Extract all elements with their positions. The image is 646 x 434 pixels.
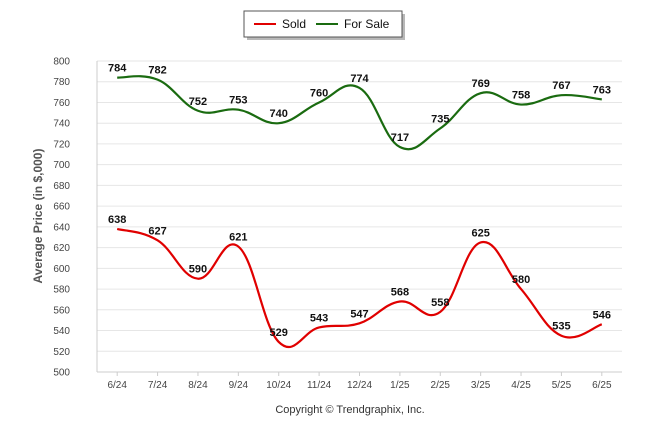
y-tick-label: 720 — [53, 139, 70, 150]
data-label: 638 — [108, 214, 126, 226]
y-tick-label: 600 — [53, 264, 70, 275]
data-label: 535 — [552, 321, 570, 333]
y-tick-label: 520 — [53, 347, 70, 358]
data-label: 546 — [593, 309, 611, 321]
series-line-sold — [116, 227, 603, 349]
data-label: 758 — [512, 90, 530, 102]
data-label: 568 — [391, 287, 409, 299]
y-tick-label: 760 — [53, 98, 70, 109]
copyright-text: Copyright © Trendgraphix, Inc. — [275, 404, 424, 416]
data-label: 753 — [229, 95, 247, 107]
x-tick-label: 1/25 — [390, 380, 410, 391]
data-label: 735 — [431, 113, 449, 125]
data-label: 627 — [148, 225, 166, 237]
data-label: 543 — [310, 312, 328, 324]
y-tick-label: 800 — [53, 57, 70, 68]
data-label: 767 — [552, 80, 570, 92]
data-label: 784 — [108, 63, 127, 75]
y-tick-label: 580 — [53, 285, 70, 296]
data-label: 740 — [270, 108, 288, 120]
grid-lines — [97, 60, 622, 373]
y-tick-label: 540 — [53, 326, 70, 337]
x-tick-label: 9/24 — [229, 380, 249, 391]
x-tick-label: 2/25 — [431, 380, 451, 391]
x-tick-label: 8/24 — [188, 380, 208, 391]
data-label: 625 — [471, 227, 489, 239]
data-label: 769 — [471, 78, 489, 90]
y-tick-label: 780 — [53, 77, 70, 88]
y-tick-label: 560 — [53, 305, 70, 316]
x-tick-label: 12/24 — [347, 380, 372, 391]
x-tick-label: 10/24 — [266, 380, 291, 391]
x-tick-label: 4/25 — [511, 380, 531, 391]
data-label: 590 — [189, 264, 207, 276]
x-tick-label: 6/25 — [592, 380, 612, 391]
data-label: 717 — [391, 132, 409, 144]
data-label: 763 — [593, 84, 611, 96]
x-tick-label: 5/25 — [552, 380, 572, 391]
data-label: 621 — [229, 232, 247, 244]
x-tick-label: 11/24 — [307, 380, 332, 391]
series-lines — [116, 75, 603, 349]
data-label: 760 — [310, 87, 328, 99]
data-labels: 638 627 590 621 529 543 547 568 558 625 580 535 546 7… — [108, 63, 611, 339]
legend: Sold For Sale — [243, 10, 405, 40]
data-label: 580 — [512, 274, 530, 286]
y-tick-label: 660 — [53, 202, 70, 213]
x-tick-label: 3/25 — [471, 380, 491, 391]
x-axis-ticks: 6/24 7/24 8/24 9/24 10/24 11/24 12/24 1/25 2/25 3… — [107, 372, 612, 391]
legend-for-sale-label: For Sale — [344, 17, 390, 31]
y-tick-label: 700 — [53, 160, 70, 171]
data-label: 529 — [270, 327, 288, 339]
x-tick-label: 7/24 — [148, 380, 168, 391]
data-label: 558 — [431, 297, 449, 309]
data-label: 774 — [350, 73, 369, 85]
series-line-for-sale — [117, 75, 602, 151]
y-tick-label: 500 — [53, 368, 70, 379]
y-axis-label: Average Price (in $,000) — [31, 149, 45, 284]
data-label: 782 — [148, 65, 166, 77]
data-label: 547 — [350, 308, 368, 320]
y-tick-label: 680 — [53, 181, 70, 192]
legend-sold-label: Sold — [282, 17, 306, 31]
y-axis-ticks: 500 520 540 560 580 600 620 640 660 680 700 720 740 7… — [53, 57, 70, 379]
y-tick-label: 740 — [53, 119, 70, 130]
x-tick-label: 6/24 — [107, 380, 127, 391]
data-label: 752 — [189, 96, 207, 108]
y-tick-label: 640 — [53, 222, 70, 233]
y-tick-label: 620 — [53, 243, 70, 254]
axes — [96, 61, 622, 373]
